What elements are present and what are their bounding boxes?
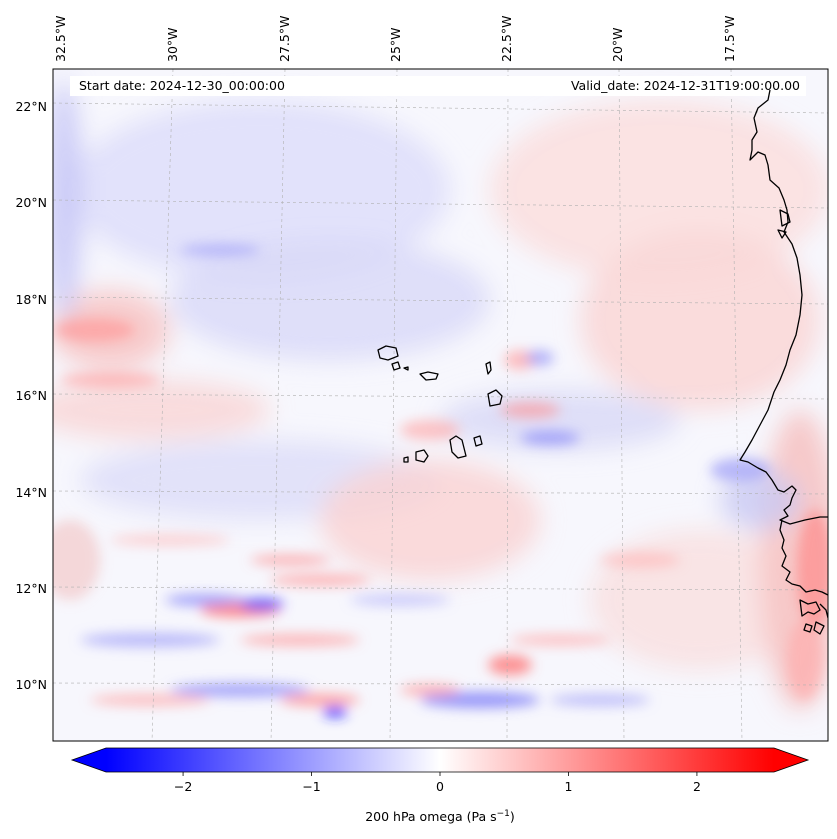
cape-verde-boa-vista <box>487 389 503 407</box>
africa-coastline <box>739 89 828 525</box>
lon-label: 32.5°W <box>53 16 68 62</box>
lat-label: 22°N <box>15 99 47 114</box>
cape-verde-fogo <box>415 449 429 463</box>
cape-verde-sal <box>485 361 492 375</box>
header-band <box>70 76 806 96</box>
graticule <box>53 69 828 741</box>
lon-label: 25°W <box>388 27 403 62</box>
fine-anomalies <box>53 244 828 717</box>
map-frame <box>52 68 829 742</box>
lon-label: 17.5°W <box>722 16 737 62</box>
cape-verde-santo-antao <box>377 345 399 361</box>
omega-field <box>53 69 828 741</box>
coastlines <box>377 89 828 635</box>
lon-label: 20°W <box>610 27 625 62</box>
senegal-gambia-coast <box>779 519 828 596</box>
latitude-labels: 22°N 20°N 18°N 16°N 14°N 12°N 10°N <box>15 99 47 692</box>
cape-verde-brava <box>403 456 409 463</box>
colorbar-title: 200 hPa omega (Pa s−1) <box>365 809 515 824</box>
colorbar-min-extend <box>72 748 106 772</box>
colorbar-tick-label: 2 <box>693 779 701 794</box>
lat-label: 12°N <box>15 581 47 596</box>
cape-verde-santa-luzia <box>403 366 409 371</box>
start-date-label: Start date: 2024-12-30_00:00:00 <box>79 78 285 93</box>
colorbar-tick-label: 1 <box>564 779 572 794</box>
colorbar-body <box>106 748 774 772</box>
lat-label: 20°N <box>15 195 47 210</box>
colorbar-outline <box>70 747 810 773</box>
bijagos-b <box>813 621 825 635</box>
lat-label: 14°N <box>15 485 47 500</box>
lat-label: 10°N <box>15 677 47 692</box>
cape-verde-sao-vicente <box>391 361 401 371</box>
colorbar: −2 −1 0 1 2 200 hPa omega (Pa s−1) <box>70 747 810 824</box>
coast-lower <box>819 603 828 619</box>
colorbar-max-extend <box>774 748 808 772</box>
inland-river-2 <box>777 229 787 239</box>
cape-verde-sao-nicolau <box>419 371 439 381</box>
colorbar-ticks: −2 −1 0 1 2 <box>174 772 701 794</box>
guinea-bissau-islands <box>799 599 821 617</box>
bijagos-a <box>803 623 813 633</box>
cape-verde-maio <box>473 435 483 447</box>
lat-label: 18°N <box>15 292 47 307</box>
colorbar-tick-label: −1 <box>302 779 320 794</box>
inland-river-1 <box>779 209 791 227</box>
lon-label: 30°W <box>165 27 180 62</box>
broad-anomalies <box>53 80 828 710</box>
lon-label: 22.5°W <box>499 16 514 62</box>
valid-date-label: Valid_date: 2024-12-31T19:00:00.00 <box>571 78 800 93</box>
colorbar-tick-label: 0 <box>436 779 444 794</box>
longitude-labels: 32.5°W 30°W 27.5°W 25°W 22.5°W 20°W 17.5… <box>53 16 737 62</box>
lat-label: 16°N <box>15 388 47 403</box>
lon-label: 27.5°W <box>277 16 292 62</box>
cape-verde-santiago <box>449 435 467 459</box>
colorbar-tick-label: −2 <box>174 779 192 794</box>
